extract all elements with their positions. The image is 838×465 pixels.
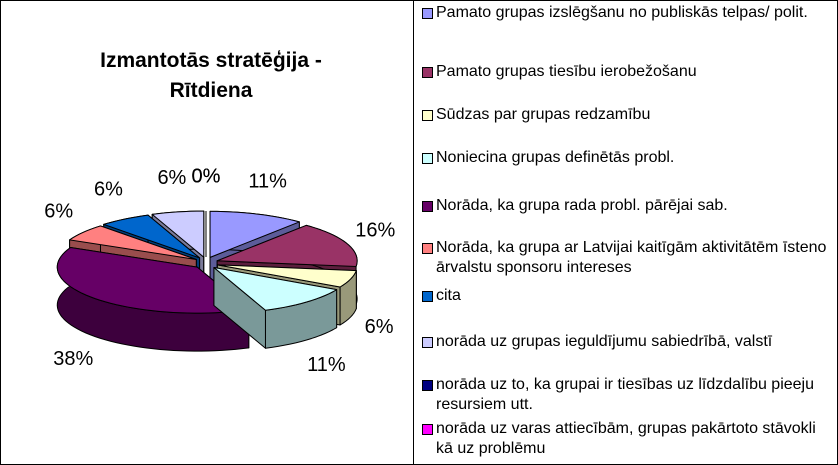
legend-swatch xyxy=(422,291,433,302)
legend-swatch xyxy=(422,110,433,121)
slice-top xyxy=(209,210,300,258)
data-label: 6% xyxy=(94,179,123,201)
legend-label: Noniecina grupas definētās probl. xyxy=(436,149,675,166)
data-label: 16% xyxy=(355,220,395,242)
legend-item: Pamato grupas izslēgšanu no publiskās te… xyxy=(420,3,837,23)
legend-item: norāda uz to, ka grupai ir tiesības uz l… xyxy=(420,375,837,415)
legend-label: norāda uz grupas ieguldījumu sabiedrībā,… xyxy=(436,333,773,350)
legend-swatch xyxy=(422,380,433,391)
legend-swatch xyxy=(422,8,433,19)
data-label: 0% xyxy=(192,165,221,187)
data-label: 0% xyxy=(192,165,221,187)
data-label: 38% xyxy=(53,348,93,370)
legend-label: norāda uz to, ka grupai ir tiesības uz l… xyxy=(436,376,815,413)
legend-swatch xyxy=(422,153,433,164)
data-label: 11% xyxy=(248,170,287,192)
legend-swatch xyxy=(422,201,433,212)
legend-swatch xyxy=(422,424,433,435)
legend: Pamato grupas izslēgšanu no publiskās te… xyxy=(413,1,837,464)
legend-swatch xyxy=(422,337,433,348)
legend-item: Sūdzas par grupas redzamību xyxy=(420,105,837,125)
slice-top xyxy=(216,224,358,268)
legend-label: Sūdzas par grupas redzamību xyxy=(436,106,651,123)
slice-top xyxy=(213,267,338,311)
legend-item: Norāda, ka grupa rada probl. pārējai sab… xyxy=(420,196,837,216)
legend-label: cita xyxy=(436,287,461,304)
data-label: 6% xyxy=(44,201,73,223)
legend-item: Noniecina grupas definētās probl. xyxy=(420,148,837,168)
slice-top xyxy=(151,210,205,258)
legend-item: norāda uz grupas ieguldījumu sabiedrībā,… xyxy=(420,332,837,352)
chart-title: Izmantotās stratēģija - Rītdiena xyxy=(100,49,322,102)
legend-label: Pamato grupas izslēgšanu no publiskās te… xyxy=(436,4,808,21)
legend-item: cita xyxy=(420,286,837,306)
legend-item: Norāda, ka grupa ar Latvijai kaitīgām ak… xyxy=(420,238,837,278)
pie-area: 11%16%6%11%38%6%6%6% 0%0% xyxy=(44,165,395,376)
legend-label: Pamato grupas tiesību ierobežošanu xyxy=(436,63,697,80)
slice-top xyxy=(216,264,357,288)
legend-label: Norāda, ka grupa rada probl. pārējai sab… xyxy=(436,197,728,214)
data-label: 6% xyxy=(157,167,186,189)
legend-swatch xyxy=(422,67,433,78)
slice-top xyxy=(69,225,197,260)
legend-label: norāda uz varas attiecībām, grupas pakār… xyxy=(436,420,816,457)
legend-swatch xyxy=(422,243,433,254)
slice-top xyxy=(103,214,201,259)
data-label: 6% xyxy=(365,316,394,338)
legend-item: Pamato grupas tiesību ierobežošanu xyxy=(420,62,837,82)
legend-item: norāda uz varas attiecībām, grupas pakār… xyxy=(420,419,837,459)
legend-label: Norāda, ka grupa ar Latvijai kaitīgām ak… xyxy=(436,239,827,276)
data-label: 11% xyxy=(307,354,346,376)
slice xyxy=(213,267,338,349)
slice-top xyxy=(56,247,250,314)
